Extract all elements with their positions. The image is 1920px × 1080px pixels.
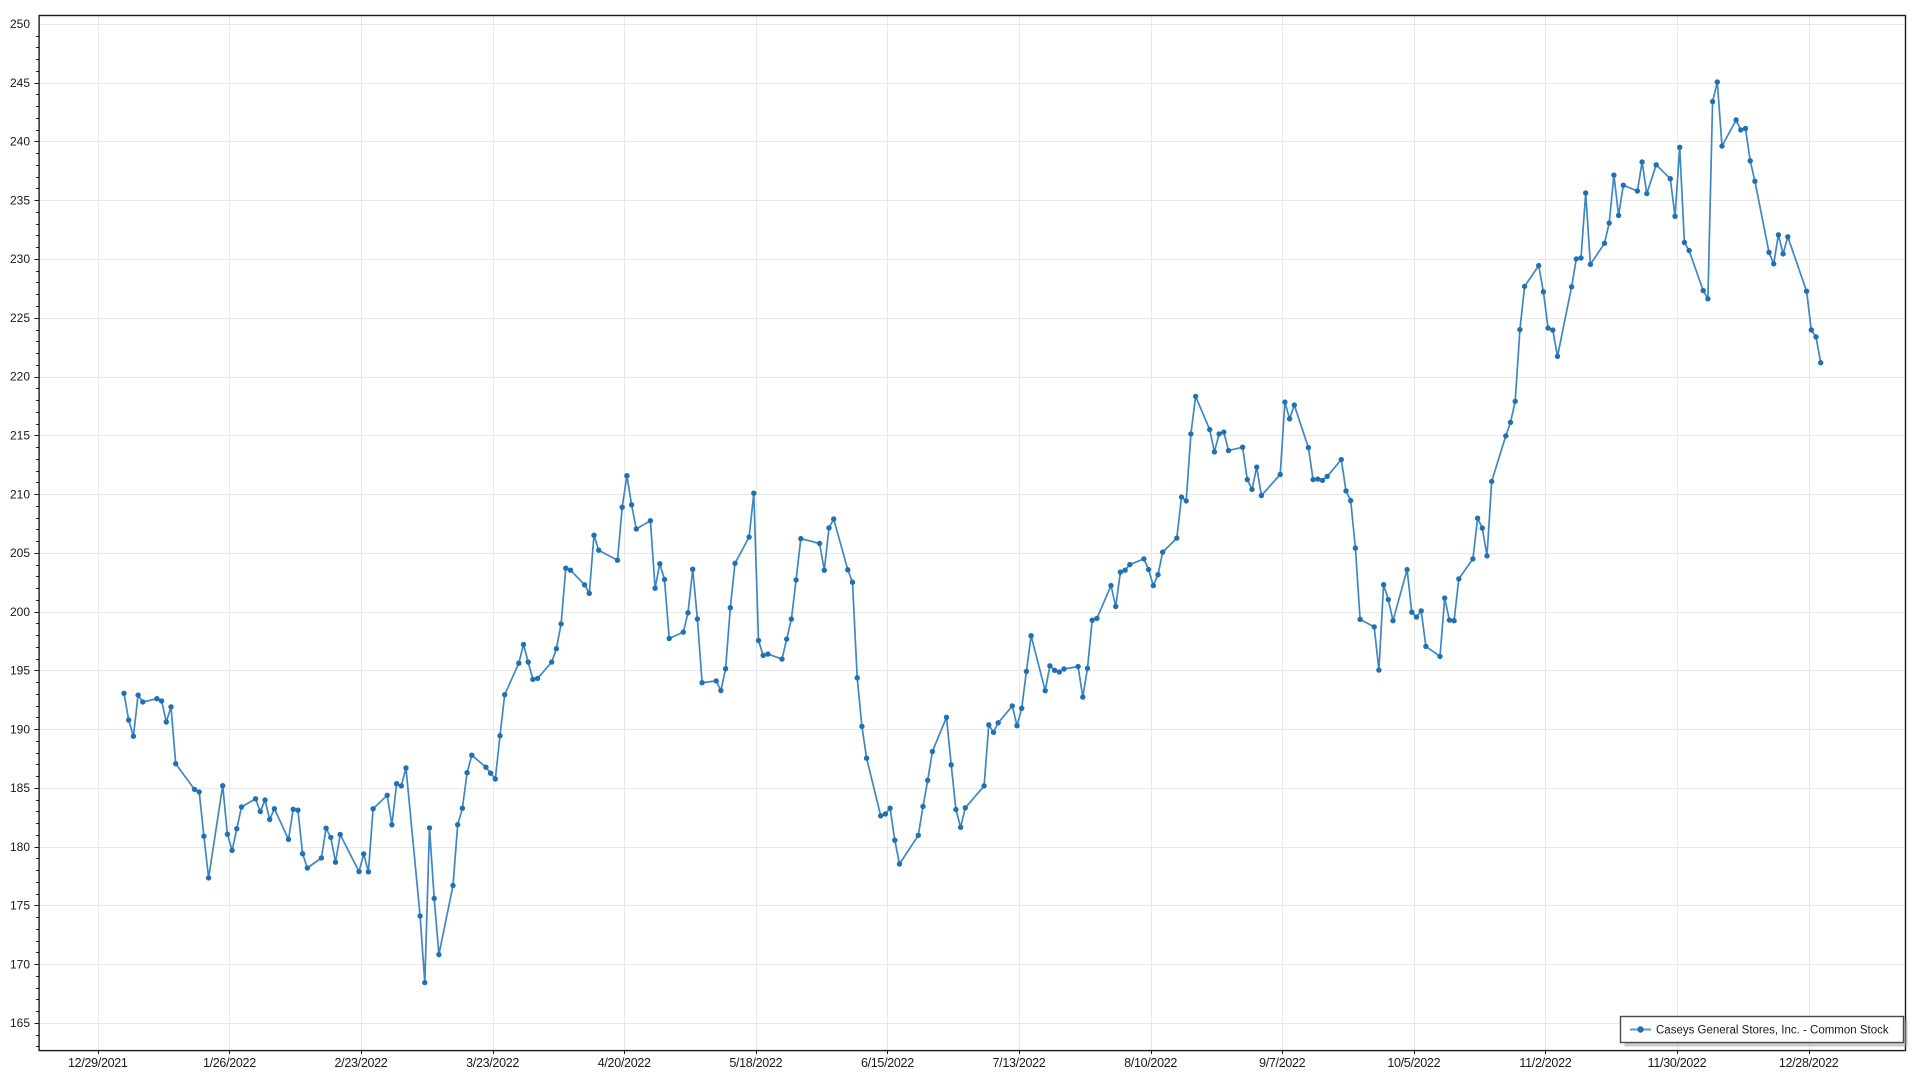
svg-text:170: 170 xyxy=(10,957,30,971)
svg-text:1/26/2022: 1/26/2022 xyxy=(203,1056,256,1070)
svg-text:11/2/2022: 11/2/2022 xyxy=(1519,1056,1571,1070)
svg-text:210: 210 xyxy=(10,487,30,501)
svg-text:205: 205 xyxy=(10,546,30,560)
svg-text:195: 195 xyxy=(10,664,30,678)
svg-text:6/15/2022: 6/15/2022 xyxy=(861,1056,914,1070)
svg-text:240: 240 xyxy=(10,135,30,149)
svg-text:Caseys General Stores, Inc. -: Caseys General Stores, Inc. - Common Sto… xyxy=(1656,1025,1889,1037)
svg-text:175: 175 xyxy=(10,899,30,913)
svg-text:10/5/2022: 10/5/2022 xyxy=(1387,1056,1440,1070)
svg-text:230: 230 xyxy=(10,252,30,266)
svg-text:235: 235 xyxy=(10,193,30,207)
svg-text:200: 200 xyxy=(10,605,30,619)
svg-text:5/18/2022: 5/18/2022 xyxy=(729,1056,782,1070)
svg-text:215: 215 xyxy=(10,428,30,442)
svg-text:185: 185 xyxy=(10,781,30,795)
svg-text:220: 220 xyxy=(10,370,30,384)
svg-text:12/28/2022: 12/28/2022 xyxy=(1779,1056,1839,1070)
svg-text:2/23/2022: 2/23/2022 xyxy=(335,1056,388,1070)
svg-text:4/20/2022: 4/20/2022 xyxy=(598,1056,651,1070)
svg-text:3/23/2022: 3/23/2022 xyxy=(466,1056,519,1070)
svg-text:9/7/2022: 9/7/2022 xyxy=(1259,1056,1306,1070)
svg-text:165: 165 xyxy=(10,1016,30,1030)
svg-text:12/29/2021: 12/29/2021 xyxy=(68,1056,128,1070)
svg-text:11/30/2022: 11/30/2022 xyxy=(1648,1056,1707,1070)
svg-text:8/10/2022: 8/10/2022 xyxy=(1124,1056,1177,1070)
svg-text:190: 190 xyxy=(10,722,30,736)
svg-text:7/13/2022: 7/13/2022 xyxy=(993,1056,1046,1070)
svg-text:225: 225 xyxy=(10,311,30,325)
svg-text:250: 250 xyxy=(10,17,30,31)
svg-text:245: 245 xyxy=(10,76,30,90)
svg-text:180: 180 xyxy=(10,840,30,854)
